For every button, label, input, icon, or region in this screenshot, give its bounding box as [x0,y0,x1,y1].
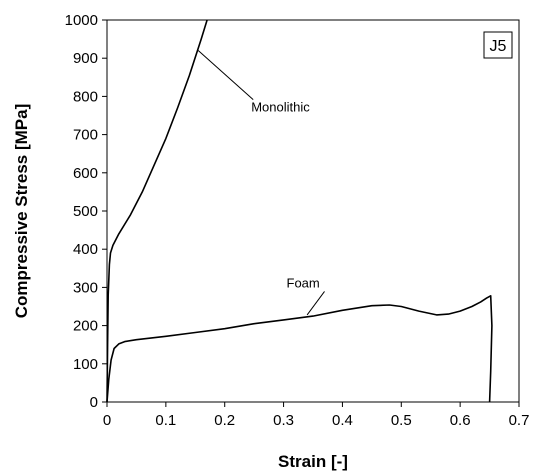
x-axis-title: Strain [-] [278,452,348,471]
series-line-monolithic [106,19,208,403]
x-tick-label: 0.6 [450,412,471,429]
x-tick-label: 0 [103,412,111,429]
plot-area [106,19,520,403]
y-tick-label: 200 [73,318,98,335]
x-tick-label: 0.2 [214,412,235,429]
x-tick-label: 0.1 [155,412,176,429]
annotation-foam: Foam [287,275,320,290]
x-tick-label: 0.4 [332,412,353,429]
annotation-leader-foam [306,291,325,316]
y-tick-label: 600 [73,165,98,182]
y-axis-title: Compressive Stress [MPa] [12,104,31,318]
y-tick-label: 700 [73,127,98,144]
y-tick-label: 100 [73,356,98,373]
axes: 0 0.1 0.2 0.3 0.4 0.5 0.6 0.7 0 100 200 300 400 500 60… [65,12,530,429]
y-tick-label: 400 [73,241,98,258]
annotation-leader-monolithic [197,50,254,101]
panel-label-box [483,31,513,59]
x-tick-label: 0.3 [273,412,294,429]
y-tick-label: 800 [73,88,98,105]
series-layer [106,19,493,403]
plot-frame [106,19,520,403]
x-tick-label: 0.7 [509,412,530,429]
annotation-monolithic: Monolithic [251,100,310,115]
y-tick-label: 500 [73,203,98,220]
y-tick-label: 1000 [65,12,98,29]
y-tick-label: 300 [73,279,98,296]
annotation-layer: Monolithic Foam [197,50,325,316]
y-tick-label: 0 [90,394,98,411]
y-tick-label: 900 [73,50,98,67]
panel-label: J5 [490,38,507,55]
x-tick-label: 0.5 [391,412,412,429]
series-line-foam [106,295,493,403]
